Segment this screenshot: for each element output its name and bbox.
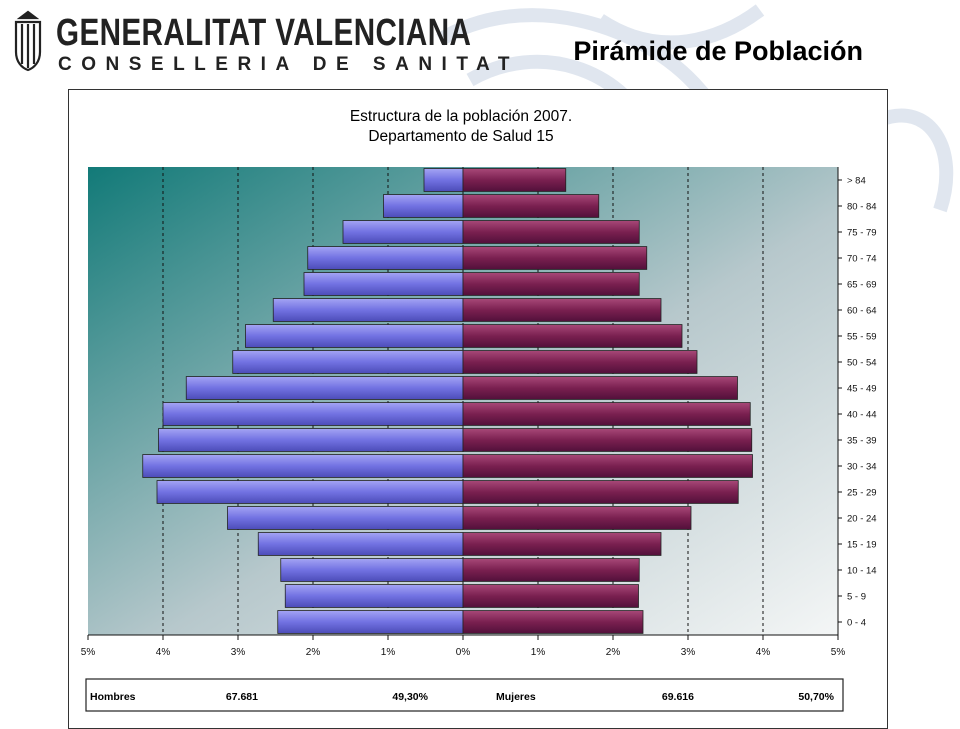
summary-mujeres-label: Mujeres [496, 691, 536, 703]
bar-hombres [280, 558, 464, 582]
bar-hombres [142, 454, 464, 478]
bar-hombres [342, 220, 464, 244]
bar-hombres [307, 246, 464, 270]
bar-mujeres [462, 428, 753, 452]
summary-mujeres-pct: 50,70% [798, 691, 834, 703]
bar-hombres [423, 168, 464, 192]
x-tick-label: 2% [606, 647, 621, 658]
bar-mujeres [462, 584, 639, 608]
bar-mujeres [462, 246, 648, 270]
y-tick-label: 55 - 59 [847, 332, 877, 343]
x-tick-label: 4% [756, 647, 771, 658]
bar-hombres [156, 480, 464, 504]
bar-mujeres [462, 298, 662, 322]
summary-mujeres-count: 69.616 [662, 691, 694, 703]
header-logo: GENERALITAT VALENCIANA CONSELLERIA DE SA… [8, 8, 509, 78]
y-tick-label: 60 - 64 [847, 306, 877, 317]
y-tick-label: 10 - 14 [847, 566, 877, 577]
bar-mujeres [462, 272, 640, 296]
bar-mujeres [462, 506, 692, 530]
y-tick-label: 80 - 84 [847, 202, 877, 213]
bar-hombres [185, 376, 464, 400]
coat-of-arms-icon [14, 10, 42, 72]
y-tick-label: 45 - 49 [847, 384, 877, 395]
x-tick-label: 3% [681, 647, 696, 658]
bar-hombres [245, 324, 464, 348]
y-tick-label: 20 - 24 [847, 514, 877, 525]
bar-hombres [284, 584, 464, 608]
page-title: Pirámide de Población [573, 36, 863, 66]
summary-hombres-pct: 49,30% [392, 691, 428, 703]
bar-hombres [227, 506, 464, 530]
summary-hombres-count: 67.681 [226, 691, 258, 703]
y-tick-label: 0 - 4 [847, 618, 866, 629]
chart-title-line-2: Departamento de Salud 15 [368, 128, 553, 145]
bar-mujeres [462, 532, 662, 556]
y-tick-label: 75 - 79 [847, 228, 877, 239]
y-tick-label: 35 - 39 [847, 436, 877, 447]
x-tick-label: 5% [831, 647, 846, 658]
bar-hombres [257, 532, 464, 556]
y-tick-label: > 84 [847, 176, 866, 187]
bar-hombres [383, 194, 464, 218]
bar-hombres [277, 610, 464, 634]
x-tick-label: 3% [231, 647, 246, 658]
y-tick-label: 25 - 29 [847, 488, 877, 499]
y-tick-label: 40 - 44 [847, 410, 877, 421]
summary-hombres-label: Hombres [90, 691, 136, 703]
y-tick-label: 15 - 19 [847, 540, 877, 551]
bar-mujeres [462, 168, 567, 192]
bar-hombres [232, 350, 464, 374]
bar-mujeres [462, 324, 683, 348]
bar-mujeres [462, 454, 753, 478]
bar-mujeres [462, 194, 600, 218]
bar-hombres [158, 428, 464, 452]
logo-subtitle: CONSELLERIA DE SANITAT [58, 54, 519, 75]
bar-mujeres [462, 480, 739, 504]
bar-hombres [303, 272, 464, 296]
y-tick-label: 70 - 74 [847, 254, 877, 265]
y-tick-label: 65 - 69 [847, 280, 877, 291]
y-tick-label: 30 - 34 [847, 462, 877, 473]
bar-mujeres [462, 558, 640, 582]
x-tick-label: 1% [381, 647, 396, 658]
x-tick-label: 2% [306, 647, 321, 658]
x-tick-label: 5% [81, 647, 96, 658]
summary-box [85, 678, 844, 712]
bar-mujeres [462, 402, 751, 426]
bar-hombres [272, 298, 464, 322]
y-tick-label: 5 - 9 [847, 592, 866, 603]
chart-title-line-1: Estructura de la población 2007. [350, 108, 572, 125]
bar-mujeres [462, 350, 698, 374]
x-tick-label: 0% [456, 647, 471, 658]
x-tick-label: 1% [531, 647, 546, 658]
bar-mujeres [462, 220, 640, 244]
bar-hombres [162, 402, 464, 426]
y-tick-label: 50 - 54 [847, 358, 877, 369]
bar-mujeres [462, 376, 738, 400]
population-pyramid-chart: Estructura de la población 2007. Departa… [81, 108, 877, 712]
x-tick-label: 4% [156, 647, 171, 658]
logo-title: GENERALITAT VALENCIANA [56, 12, 472, 54]
bar-mujeres [462, 610, 644, 634]
